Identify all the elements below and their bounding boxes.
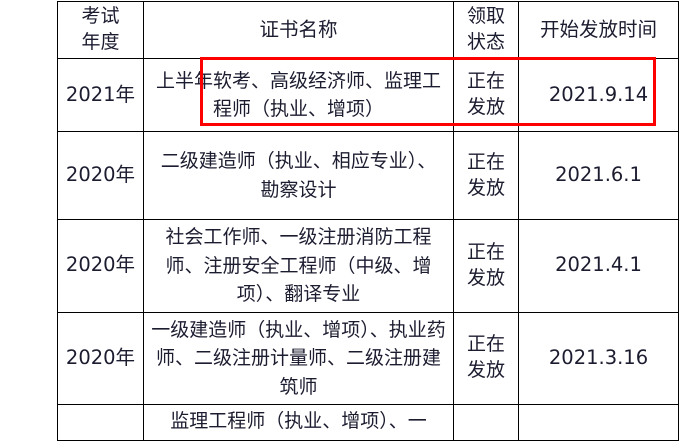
cell-start-date: 2021.3.16 <box>518 311 679 405</box>
cell-year: 2021年 <box>57 58 144 132</box>
cell-status <box>453 404 519 441</box>
document-page: 考试 年度 证书名称 领取 状态 开始发放时间 2021年 上半年软考、高级经济… <box>57 1 679 441</box>
cell-year: 2020年 <box>57 311 144 405</box>
cell-start-date <box>518 404 679 441</box>
column-header-year-line2: 年度 <box>81 31 120 53</box>
cell-certificate-name: 监理工程师（执业、增项）、一 <box>143 404 454 441</box>
cell-certificate-name: 二级建造师（执业、相应专业）、 勘察设计 <box>143 131 454 220</box>
table-header-row: 考试 年度 证书名称 领取 状态 开始发放时间 <box>57 1 679 59</box>
cell-start-date: 2021.9.14 <box>518 58 679 132</box>
cell-status-line1: 正在 <box>466 240 505 263</box>
table-row: 2020年 二级建造师（执业、相应专业）、 勘察设计 正在 发放 2021.6.… <box>57 131 679 220</box>
cell-year: 2020年 <box>57 219 144 313</box>
cell-status-line1: 正在 <box>466 333 505 356</box>
column-header-status-line1: 领取 <box>466 5 505 28</box>
table-row: 2020年 社会工作师、一级注册消防工程师、注册安全工程师（中级、增项）、翻译专… <box>57 219 679 313</box>
table-row-clipped: 监理工程师（执业、增项）、一 <box>57 404 679 441</box>
column-header-status-line2: 状态 <box>466 31 505 53</box>
column-header-status: 领取 状态 <box>453 1 519 59</box>
cell-status-line2: 发放 <box>466 96 505 118</box>
cell-certificate-name: 一级建造师（执业、增项）、执业药师、二级注册计量师、二级注册建筑师 <box>143 311 454 405</box>
column-header-date: 开始发放时间 <box>518 1 679 59</box>
cell-status-line2: 发放 <box>466 359 505 382</box>
cell-status-line1: 正在 <box>466 150 505 173</box>
cell-year: 2020年 <box>57 131 144 220</box>
column-header-year-line1: 考试 <box>81 5 120 28</box>
column-header-name: 证书名称 <box>143 1 454 59</box>
cell-status: 正在 发放 <box>453 219 519 313</box>
column-header-year: 考试 年度 <box>57 1 144 59</box>
cell-status-line2: 发放 <box>466 266 505 289</box>
cell-start-date: 2021.4.1 <box>518 219 679 313</box>
cell-status-line1: 正在 <box>466 70 505 93</box>
cell-certificate-name: 社会工作师、一级注册消防工程师、注册安全工程师（中级、增项）、翻译专业 <box>143 219 454 313</box>
cell-certificate-name: 上半年软考、高级经济师、监理工程师（执业、增项） <box>143 58 454 132</box>
cell-year <box>57 404 144 441</box>
cell-start-date: 2021.6.1 <box>518 131 679 220</box>
table-row: 2020年 一级建造师（执业、增项）、执业药师、二级注册计量师、二级注册建筑师 … <box>57 311 679 405</box>
table-row: 2021年 上半年软考、高级经济师、监理工程师（执业、增项） 正在 发放 202… <box>57 58 679 132</box>
cell-status: 正在 发放 <box>453 311 519 405</box>
cell-status: 正在 发放 <box>453 131 519 220</box>
cell-status-line2: 发放 <box>466 176 505 199</box>
certificate-issuance-table: 考试 年度 证书名称 领取 状态 开始发放时间 2021年 上半年软考、高级经济… <box>57 1 679 441</box>
cell-status: 正在 发放 <box>453 58 519 132</box>
